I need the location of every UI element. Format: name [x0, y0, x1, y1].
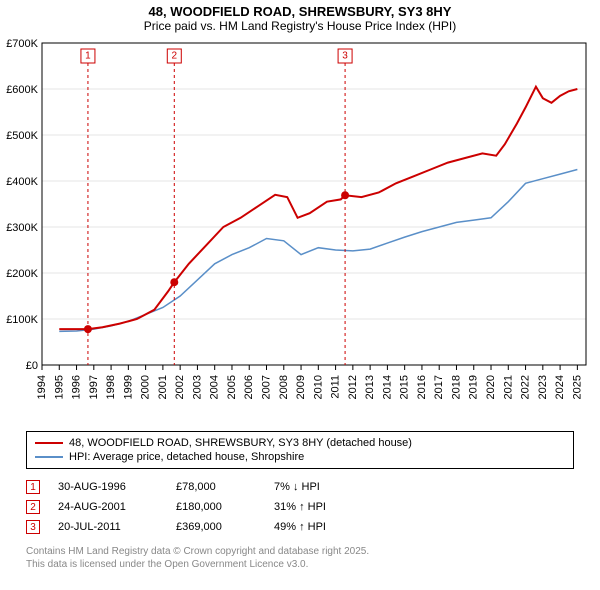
svg-text:2006: 2006: [243, 375, 255, 399]
line-chart: £0 £100K £200K £300K £400K £500K £600K £700K 199…: [0, 35, 600, 425]
svg-text:£500K: £500K: [6, 130, 38, 142]
svg-text:2017: 2017: [433, 375, 445, 399]
event-date: 30-AUG-1996: [58, 481, 158, 493]
svg-text:2002: 2002: [174, 375, 186, 399]
event-price: £369,000: [176, 521, 256, 533]
svg-text:2020: 2020: [485, 375, 497, 399]
legend: 48, WOODFIELD ROAD, SHREWSBURY, SY3 8HY …: [26, 431, 574, 469]
legend-swatch: [35, 442, 63, 444]
event-marker-icon: 1: [26, 480, 40, 494]
chart-svg: £0 £100K £200K £300K £400K £500K £600K £700K 199…: [0, 35, 600, 425]
legend-label: 48, WOODFIELD ROAD, SHREWSBURY, SY3 8HY …: [69, 437, 412, 449]
svg-text:1996: 1996: [71, 375, 83, 399]
svg-text:£200K: £200K: [6, 268, 38, 280]
svg-text:2022: 2022: [520, 375, 532, 399]
event-row: 1 30-AUG-1996 £78,000 7% ↓ HPI: [26, 477, 574, 497]
svg-text:£700K: £700K: [6, 38, 38, 50]
svg-text:£300K: £300K: [6, 222, 38, 234]
event-price: £78,000: [176, 481, 256, 493]
svg-text:2025: 2025: [571, 375, 583, 399]
svg-text:1: 1: [85, 51, 91, 62]
svg-text:£600K: £600K: [6, 84, 38, 96]
svg-text:2024: 2024: [554, 375, 566, 399]
event-marker-icon: 3: [26, 520, 40, 534]
svg-text:£100K: £100K: [6, 314, 38, 326]
title-line1: 48, WOODFIELD ROAD, SHREWSBURY, SY3 8HY: [0, 4, 600, 19]
svg-text:£400K: £400K: [6, 176, 38, 188]
footer-line1: Contains HM Land Registry data © Crown c…: [26, 545, 574, 558]
attribution-footer: Contains HM Land Registry data © Crown c…: [26, 545, 574, 571]
svg-text:2004: 2004: [209, 375, 221, 399]
svg-text:2010: 2010: [312, 375, 324, 399]
svg-text:1994: 1994: [36, 375, 48, 399]
event-date: 20-JUL-2011: [58, 521, 158, 533]
svg-text:2021: 2021: [502, 375, 514, 399]
svg-text:1995: 1995: [53, 375, 65, 399]
svg-text:2000: 2000: [140, 375, 152, 399]
svg-text:£0: £0: [26, 360, 38, 372]
svg-text:2001: 2001: [157, 375, 169, 399]
legend-label: HPI: Average price, detached house, Shro…: [69, 451, 304, 463]
event-row: 2 24-AUG-2001 £180,000 31% ↑ HPI: [26, 497, 574, 517]
svg-text:2011: 2011: [330, 375, 342, 399]
event-price: £180,000: [176, 501, 256, 513]
event-row: 3 20-JUL-2011 £369,000 49% ↑ HPI: [26, 517, 574, 537]
svg-text:2013: 2013: [364, 375, 376, 399]
svg-text:1999: 1999: [122, 375, 134, 399]
event-date: 24-AUG-2001: [58, 501, 158, 513]
events-table: 1 30-AUG-1996 £78,000 7% ↓ HPI 2 24-AUG-…: [26, 477, 574, 537]
svg-text:2003: 2003: [191, 375, 203, 399]
svg-text:2009: 2009: [295, 375, 307, 399]
svg-text:2023: 2023: [537, 375, 549, 399]
svg-text:1998: 1998: [105, 375, 117, 399]
svg-text:2012: 2012: [347, 375, 359, 399]
event-marker-icon: 2: [26, 500, 40, 514]
event-diff: 49% ↑ HPI: [274, 521, 364, 533]
svg-text:2007: 2007: [261, 375, 273, 399]
event-diff: 31% ↑ HPI: [274, 501, 364, 513]
svg-text:2019: 2019: [468, 375, 480, 399]
legend-swatch: [35, 456, 63, 458]
legend-item: HPI: Average price, detached house, Shro…: [35, 450, 565, 464]
legend-item: 48, WOODFIELD ROAD, SHREWSBURY, SY3 8HY …: [35, 436, 565, 450]
svg-text:2018: 2018: [450, 375, 462, 399]
svg-text:2: 2: [172, 51, 178, 62]
svg-text:2008: 2008: [278, 375, 290, 399]
svg-text:1997: 1997: [88, 375, 100, 399]
chart-title: 48, WOODFIELD ROAD, SHREWSBURY, SY3 8HY …: [0, 0, 600, 35]
title-line2: Price paid vs. HM Land Registry's House …: [0, 19, 600, 33]
svg-text:2016: 2016: [416, 375, 428, 399]
svg-text:3: 3: [342, 51, 348, 62]
svg-text:2005: 2005: [226, 375, 238, 399]
svg-text:2014: 2014: [381, 375, 393, 399]
event-diff: 7% ↓ HPI: [274, 481, 364, 493]
svg-text:2015: 2015: [399, 375, 411, 399]
footer-line2: This data is licensed under the Open Gov…: [26, 558, 574, 571]
